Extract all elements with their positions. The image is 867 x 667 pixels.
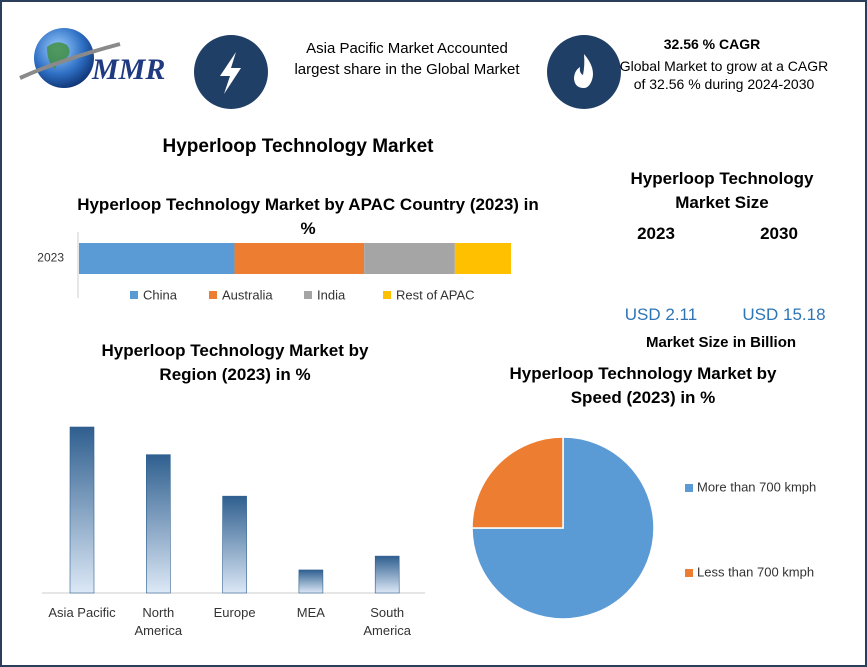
bolt-shape — [220, 52, 241, 94]
y-tick-label: 2023 — [37, 251, 64, 265]
main-title: Hyperloop Technology Market — [162, 136, 434, 157]
pie-slice — [471, 436, 564, 529]
bar-segment — [234, 243, 365, 274]
chart-title: Hyperloop Technology Market by APAC Coun… — [77, 195, 539, 238]
bar — [146, 454, 171, 594]
bar — [298, 569, 324, 594]
legend-swatch — [130, 291, 138, 299]
cagr-text: Global Market to grow at a CAGR of 32.56… — [619, 58, 829, 93]
legend-label: Australia — [222, 287, 273, 302]
market-size-unit: Market Size in Billion — [645, 334, 797, 351]
cagr-title: 32.56 % CAGR — [663, 36, 761, 52]
legend-label: India — [317, 287, 346, 302]
flame-shape — [574, 54, 593, 88]
chart-title: Hyperloop Technology Market by Speed (20… — [509, 364, 777, 407]
bar — [222, 495, 247, 594]
legend-swatch — [685, 484, 693, 492]
legend-label: More than 700 kmph — [697, 479, 816, 494]
bar-segment — [454, 243, 511, 274]
highlight-text: Asia Pacific Market Accounted largest sh… — [294, 40, 520, 78]
x-tick-label: Asia Pacific — [48, 605, 116, 620]
legend-swatch — [209, 291, 217, 299]
bar — [69, 426, 95, 594]
legend-swatch — [685, 569, 693, 577]
legend-swatch — [383, 291, 391, 299]
legend-label: Less than 700 kmph — [697, 564, 814, 579]
logo: MMR — [19, 28, 165, 88]
x-tick-label: North America — [134, 605, 183, 638]
logo-text: MMR — [91, 53, 165, 86]
legend-label: Rest of APAC — [396, 287, 475, 302]
year: 2023 — [637, 224, 675, 243]
x-tick-label: Europe — [213, 605, 256, 620]
x-tick-label: MEA — [296, 605, 325, 620]
bar-segment — [364, 243, 455, 274]
market-size-title: Hyperloop Technology Market Size — [630, 169, 814, 212]
market-value: USD 15.18 — [742, 305, 826, 324]
bar — [374, 555, 400, 594]
bar-segment — [79, 243, 235, 274]
market-value: USD 2.11 — [624, 305, 698, 324]
chart-title: Hyperloop Technology Market by Region (2… — [101, 341, 369, 384]
legend-label: China — [143, 287, 178, 302]
legend-swatch — [304, 291, 312, 299]
year: 2030 — [760, 224, 798, 243]
x-tick-label: South America — [363, 605, 412, 638]
